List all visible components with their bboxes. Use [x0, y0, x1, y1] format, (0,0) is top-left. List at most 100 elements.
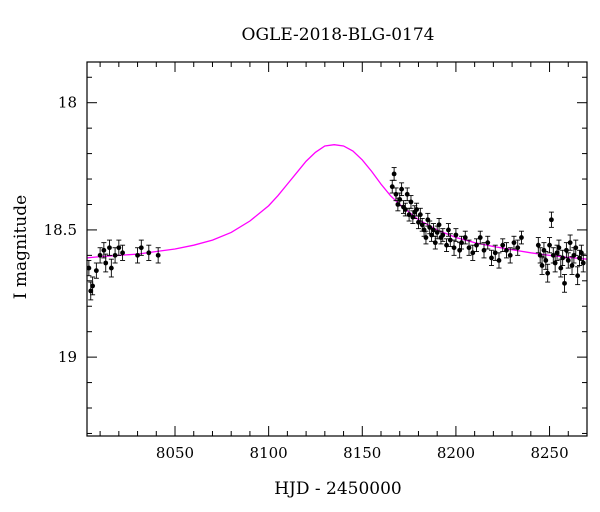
data-point [565, 252, 571, 269]
point-marker [535, 242, 541, 248]
x-tick-label: 8200 [437, 444, 475, 462]
point-marker [414, 207, 419, 212]
point-marker [146, 250, 152, 256]
x-tick-label: 8100 [250, 444, 288, 462]
point-marker [504, 247, 509, 253]
point-marker [155, 252, 161, 258]
point-marker [462, 235, 468, 240]
data-point [103, 253, 109, 273]
point-marker [436, 222, 442, 228]
point-marker [515, 245, 521, 251]
point-marker [112, 252, 118, 258]
data-point [391, 167, 397, 181]
data-point [545, 263, 551, 283]
point-marker [558, 265, 564, 271]
point-marker [397, 196, 403, 202]
point-marker [564, 247, 569, 253]
x-axis-label: HJD - 2450000 [274, 479, 402, 499]
point-marker [391, 171, 397, 177]
point-marker [393, 191, 399, 197]
point-marker [453, 232, 459, 238]
point-marker [511, 240, 517, 246]
x-tick-label: 8250 [530, 444, 568, 462]
data-point [515, 239, 521, 256]
point-marker [440, 232, 446, 238]
point-marker [575, 273, 581, 279]
data-point [399, 182, 405, 197]
y-tick-label: 19 [58, 348, 77, 366]
tick-labels: 8050 8100 8150 8200 8250 18 18.5 19 [44, 94, 569, 462]
data-point [488, 249, 494, 266]
point-marker [90, 283, 96, 289]
point-marker [485, 240, 491, 246]
point-marker [86, 265, 92, 271]
data-point [402, 202, 408, 217]
data-point [466, 239, 472, 256]
data-point [567, 234, 573, 251]
point-marker [101, 247, 107, 253]
point-marker [97, 252, 103, 258]
point-marker [567, 240, 573, 246]
point-marker [138, 245, 144, 251]
data-point [573, 239, 579, 256]
point-marker [562, 280, 567, 286]
data-point [404, 187, 410, 202]
data-point [477, 230, 483, 245]
x-tick-label: 8150 [343, 444, 381, 462]
data-point [575, 266, 581, 286]
y-axis-label: I magnitude [11, 195, 31, 299]
chart-title: OGLE-2018-BLG-0174 [242, 25, 435, 45]
point-marker [549, 217, 554, 223]
data-point [108, 258, 114, 278]
point-marker [539, 263, 545, 268]
point-marker [580, 260, 586, 266]
point-marker [554, 250, 560, 256]
data-point [481, 242, 487, 259]
plot-frame [86, 61, 588, 437]
axis-ticks [87, 62, 588, 436]
data-point [101, 242, 107, 259]
point-marker [560, 255, 566, 261]
data-point [90, 276, 96, 296]
point-marker [389, 184, 395, 190]
point-marker [447, 237, 453, 243]
point-marker [431, 227, 436, 233]
point-marker [477, 235, 483, 240]
data-point [423, 230, 429, 245]
data-point [552, 253, 558, 273]
data-point [453, 228, 459, 242]
point-marker [432, 240, 438, 246]
point-marker [116, 245, 122, 251]
data-point [146, 244, 152, 261]
point-marker [120, 250, 125, 256]
point-marker [577, 255, 582, 261]
data-point [500, 238, 506, 252]
y-tick-label: 18 [58, 94, 77, 112]
point-marker [108, 265, 114, 271]
data-point [485, 235, 491, 250]
data-series [86, 144, 588, 301]
point-marker [399, 186, 405, 192]
data-point [507, 247, 513, 264]
point-marker [547, 242, 552, 248]
data-point [97, 247, 103, 264]
data-point [135, 247, 141, 264]
data-point [106, 239, 112, 256]
data-point [444, 238, 450, 252]
y-tick-label: 18.5 [44, 221, 77, 239]
data-point [550, 247, 556, 264]
point-marker [444, 242, 449, 248]
x-tick-label: 8050 [156, 444, 194, 462]
data-point [459, 235, 465, 250]
data-point [155, 247, 161, 264]
point-marker [573, 245, 579, 251]
data-point [496, 252, 502, 269]
point-marker [492, 250, 498, 256]
point-marker [135, 252, 140, 258]
data-point [547, 237, 553, 254]
point-marker [103, 260, 109, 266]
point-marker [481, 247, 487, 253]
point-marker [556, 245, 562, 251]
point-marker [470, 250, 476, 256]
point-marker [565, 258, 571, 263]
